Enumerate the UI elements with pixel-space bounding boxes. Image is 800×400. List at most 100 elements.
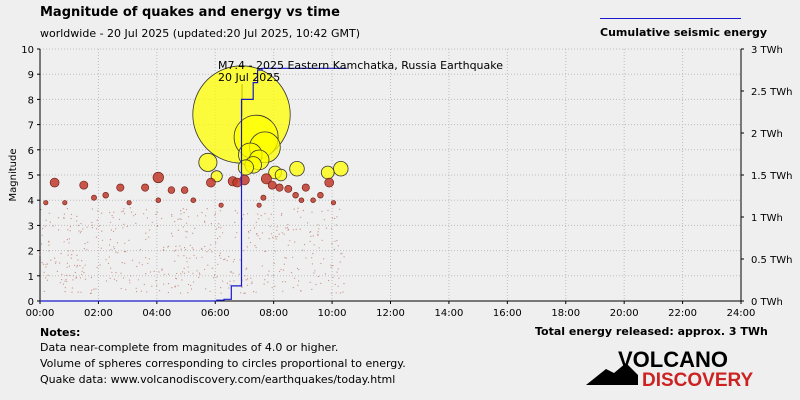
small-quake-dot xyxy=(136,265,138,268)
small-quake-dot xyxy=(74,264,76,266)
small-quake-dot xyxy=(318,228,320,230)
y-tick-7: 7 xyxy=(28,121,34,132)
small-quake-dot xyxy=(42,228,44,230)
y-tick-5: 5 xyxy=(28,171,34,182)
quake-marker-43 xyxy=(330,200,336,206)
small-quake-dot xyxy=(285,257,287,259)
small-quake-dot xyxy=(69,230,71,232)
small-quake-dot xyxy=(76,254,78,256)
small-quake-dot xyxy=(267,274,269,276)
small-quake-dot xyxy=(147,262,149,264)
small-quake-dot xyxy=(268,270,270,272)
small-quake-dot xyxy=(87,241,89,243)
small-quake-dot xyxy=(107,262,110,264)
small-quake-dot xyxy=(192,281,195,283)
small-quake-dot xyxy=(138,262,140,264)
small-quake-dot xyxy=(77,224,79,227)
small-quake-dot xyxy=(295,228,297,230)
small-quake-dot xyxy=(180,273,182,275)
small-quake-dot xyxy=(113,246,115,248)
small-quake-dot xyxy=(218,226,220,228)
small-quake-dot xyxy=(254,244,256,247)
small-quake-dot xyxy=(111,271,113,273)
small-quake-dot xyxy=(121,262,123,264)
small-quake-dot xyxy=(41,234,43,236)
small-quake-dot xyxy=(156,211,158,213)
small-quake-dot xyxy=(189,257,191,259)
small-quake-dot xyxy=(54,257,56,259)
small-quake-dot xyxy=(287,244,289,246)
small-quake-dot xyxy=(95,288,97,290)
small-quake-dot xyxy=(320,282,322,284)
small-quake-dot xyxy=(276,229,278,231)
small-quake-dot xyxy=(334,217,336,220)
small-quake-dot xyxy=(285,227,287,229)
quake-marker-9 xyxy=(333,160,349,177)
volcano-discovery-logo[interactable]: VOLCANO DISCOVERY xyxy=(586,347,756,389)
small-quake-dot xyxy=(122,210,124,212)
small-quake-dot xyxy=(257,213,259,215)
legend-line-swatch xyxy=(600,18,741,19)
quake-marker-31 xyxy=(102,192,109,199)
small-quake-dot xyxy=(40,209,42,211)
quake-marker-32 xyxy=(292,192,299,199)
quake-marker-40 xyxy=(43,200,49,206)
quake-marker-27 xyxy=(301,183,310,192)
logo-word-discovery: DISCOVERY xyxy=(642,370,754,389)
small-quake-dot xyxy=(298,268,300,271)
small-quake-dot xyxy=(226,282,228,284)
small-quake-dot xyxy=(123,223,125,225)
small-quake-dot xyxy=(205,288,207,290)
small-quake-dot xyxy=(48,212,50,214)
small-quake-dot xyxy=(339,292,341,294)
small-quake-dot xyxy=(186,222,188,224)
small-quake-dot xyxy=(219,236,221,238)
small-quake-dot xyxy=(182,226,184,228)
small-quake-dot xyxy=(292,256,294,258)
small-quake-dot xyxy=(246,284,249,286)
small-quake-dot xyxy=(274,285,276,287)
small-quake-dot xyxy=(220,292,222,294)
small-quake-dot xyxy=(343,256,345,258)
small-quake-dot xyxy=(283,233,285,235)
small-quake-dot xyxy=(177,218,179,220)
small-quake-dot xyxy=(180,213,182,215)
small-quake-dot xyxy=(244,275,246,277)
x-tick-20:00: 20:00 xyxy=(610,308,639,319)
small-quake-dot xyxy=(55,261,57,263)
small-quake-dot xyxy=(246,246,248,248)
small-quake-dot xyxy=(264,250,266,252)
small-quake-dot xyxy=(80,230,82,232)
small-quake-dot xyxy=(272,236,274,239)
small-quake-dot xyxy=(108,244,111,246)
notes-title: Notes: xyxy=(40,326,81,339)
small-quake-dot xyxy=(310,235,312,237)
quake-marker-39 xyxy=(310,197,316,203)
small-quake-dot xyxy=(129,207,131,209)
small-quake-dot xyxy=(175,278,178,280)
small-quake-dot xyxy=(45,277,47,279)
small-quake-dot xyxy=(143,213,145,215)
small-quake-dot xyxy=(44,225,46,227)
quake-marker-33 xyxy=(317,192,324,199)
small-quake-dot xyxy=(241,286,243,288)
small-quake-dot xyxy=(46,279,49,281)
small-quake-dot xyxy=(332,276,334,278)
x-tick-06:00: 06:00 xyxy=(201,308,230,319)
small-quake-dot xyxy=(242,250,244,252)
small-quake-dot xyxy=(279,270,281,273)
small-quake-dot xyxy=(271,287,273,289)
small-quake-dot xyxy=(180,210,182,212)
small-quake-dot xyxy=(292,287,294,289)
small-quake-dot xyxy=(186,231,188,233)
small-quake-dot xyxy=(207,264,209,266)
small-quake-dot xyxy=(82,267,84,269)
small-quake-dot xyxy=(45,263,47,265)
small-quake-dot xyxy=(268,238,270,240)
small-quake-dot xyxy=(170,232,173,234)
logo-word-volcano: VOLCANO xyxy=(618,347,728,372)
small-quake-dot xyxy=(325,227,328,229)
y-tick-1: 1 xyxy=(28,272,34,283)
small-quake-dot xyxy=(281,281,284,283)
x-tick-24:00: 24:00 xyxy=(727,308,756,319)
